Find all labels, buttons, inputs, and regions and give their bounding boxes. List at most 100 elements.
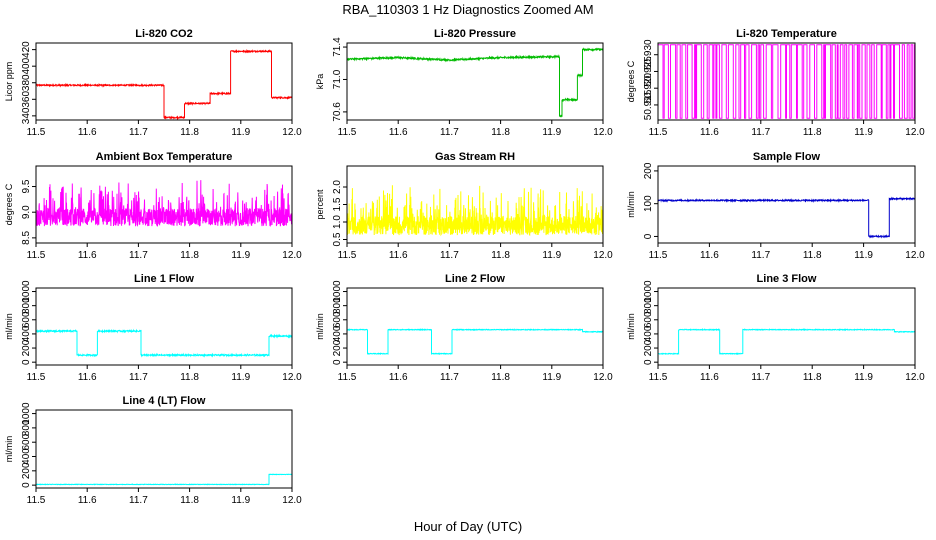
y-tick-label: 1000 <box>332 280 343 303</box>
y-tick-label: 800 <box>332 297 343 314</box>
x-tick-label: 11.5 <box>27 495 46 506</box>
y-tick-label: 0 <box>332 359 343 365</box>
x-tick-label: 11.7 <box>129 372 148 383</box>
x-tick-label: 11.9 <box>854 372 873 383</box>
plot-frame <box>35 409 293 489</box>
y-tick-label: 71.4 <box>332 37 343 57</box>
x-tick-label: 11.9 <box>231 127 250 138</box>
x-tick-label: 11.8 <box>803 372 822 383</box>
y-tick-label: 800 <box>21 297 32 314</box>
x-axis-label: Hour of Day (UTC) <box>414 519 522 534</box>
y-axis-label: degrees C <box>4 183 14 225</box>
y-axis-label: percent <box>315 189 325 220</box>
plot-frame <box>35 287 293 366</box>
y-axis-label: ml/min <box>4 313 14 340</box>
x-tick-label: 11.9 <box>231 495 250 506</box>
panel-title: Li-820 Pressure <box>434 28 516 40</box>
x-tick-label: 11.8 <box>491 127 510 138</box>
x-tick-label: 11.6 <box>78 372 97 383</box>
x-tick-label: 11.9 <box>854 127 873 138</box>
y-axis-label: degrees C <box>626 60 636 102</box>
x-tick-label: 11.8 <box>803 127 822 138</box>
y-tick-label: 800 <box>643 297 654 314</box>
x-tick-label: 11.7 <box>751 127 770 138</box>
x-tick-label: 11.5 <box>27 127 46 138</box>
series-line <box>36 180 292 227</box>
panel-title: Li-820 CO2 <box>135 28 192 40</box>
x-tick-label: 11.6 <box>389 250 408 261</box>
x-tick-label: 11.8 <box>180 495 199 506</box>
x-tick-label: 11.6 <box>389 127 408 138</box>
panel-title: Line 2 Flow <box>445 273 505 285</box>
x-tick-label: 11.8 <box>180 250 199 261</box>
y-axis-label: ml/min <box>626 313 636 340</box>
x-tick-label: 11.9 <box>231 372 250 383</box>
x-tick-label: 11.8 <box>491 250 510 261</box>
y-tick-label: 600 <box>21 311 32 328</box>
x-tick-label: 12.0 <box>282 127 302 138</box>
series-line <box>36 48 292 120</box>
panel-title: Li-820 Temperature <box>736 28 837 40</box>
y-tick-label: 360 <box>21 91 32 108</box>
x-tick-label: 12.0 <box>282 372 302 383</box>
x-tick-label: 11.5 <box>27 372 46 383</box>
y-tick-label: 400 <box>332 325 343 342</box>
panel-0: Li-820 CO2 11.5 11.6 11.7 11.8 11.9 12.0 340360… <box>4 28 302 138</box>
y-tick-label: 1000 <box>21 402 32 425</box>
y-tick-label: 100 <box>643 195 654 212</box>
panel-4: Gas Stream RH 11.5 11.6 11.7 11.8 11.9 12.0 0.5… <box>315 151 613 261</box>
y-tick-label: 50.930 <box>643 39 654 70</box>
panel-5: Sample Flow 11.5 11.6 11.7 11.8 11.9 12.0 0 100 2… <box>626 151 925 261</box>
x-tick-label: 11.8 <box>491 372 510 383</box>
y-tick-label: 800 <box>21 419 32 436</box>
y-tick-label: 200 <box>21 339 32 356</box>
y-tick-label: 0 <box>643 359 654 365</box>
x-tick-label: 11.6 <box>700 127 719 138</box>
x-tick-label: 11.7 <box>751 372 770 383</box>
panel-title: Sample Flow <box>753 151 821 163</box>
plot-frame <box>35 165 293 244</box>
x-tick-label: 11.6 <box>78 495 97 506</box>
x-tick-label: 12.0 <box>905 250 925 261</box>
panel-7: Line 2 Flow 11.5 11.6 11.7 11.8 11.9 12.0 0 2004… <box>315 273 613 383</box>
x-tick-label: 11.6 <box>389 372 408 383</box>
y-axis-label: ml/min <box>315 313 325 340</box>
x-tick-label: 11.9 <box>542 372 561 383</box>
y-tick-label: 1.0 <box>332 215 343 229</box>
panel-title: Line 1 Flow <box>134 273 194 285</box>
y-tick-label: 600 <box>21 433 32 450</box>
y-tick-label: 200 <box>643 162 654 179</box>
figure-title: RBA_110303 1 Hz Diagnostics Zoomed AM <box>342 2 593 17</box>
y-tick-label: 400 <box>21 57 32 74</box>
y-tick-label: 200 <box>21 462 32 479</box>
panel-title: Gas Stream RH <box>435 151 515 163</box>
series-line <box>347 47 603 118</box>
plot-frame <box>35 42 293 121</box>
x-tick-label: 11.8 <box>180 127 199 138</box>
y-tick-label: 380 <box>21 74 32 91</box>
y-tick-label: 600 <box>643 311 654 328</box>
y-tick-label: 0 <box>21 359 32 365</box>
y-tick-label: 1.5 <box>332 197 343 211</box>
y-tick-label: 2.0 <box>332 180 343 194</box>
y-axis-label: Licor ppm <box>4 62 14 102</box>
y-tick-label: 1000 <box>21 280 32 303</box>
x-tick-label: 11.9 <box>854 250 873 261</box>
x-tick-label: 11.7 <box>129 495 148 506</box>
x-tick-label: 12.0 <box>282 495 302 506</box>
y-tick-label: 50.915 <box>643 89 654 120</box>
y-tick-label: 420 <box>21 41 32 58</box>
y-tick-label: 50.925 <box>643 56 654 87</box>
y-tick-label: 9.0 <box>21 205 32 219</box>
series-line <box>36 328 292 358</box>
x-tick-label: 11.8 <box>180 372 199 383</box>
x-tick-label: 11.5 <box>338 127 357 138</box>
x-tick-label: 11.7 <box>751 250 770 261</box>
plot-frame <box>657 42 916 121</box>
x-tick-label: 11.6 <box>78 127 97 138</box>
x-tick-label: 11.7 <box>440 127 459 138</box>
y-tick-label: 0 <box>643 233 654 239</box>
y-tick-label: 0 <box>21 482 32 488</box>
panel-3: Ambient Box Temperature 11.5 11.6 11.7 11.8 1… <box>4 151 302 261</box>
